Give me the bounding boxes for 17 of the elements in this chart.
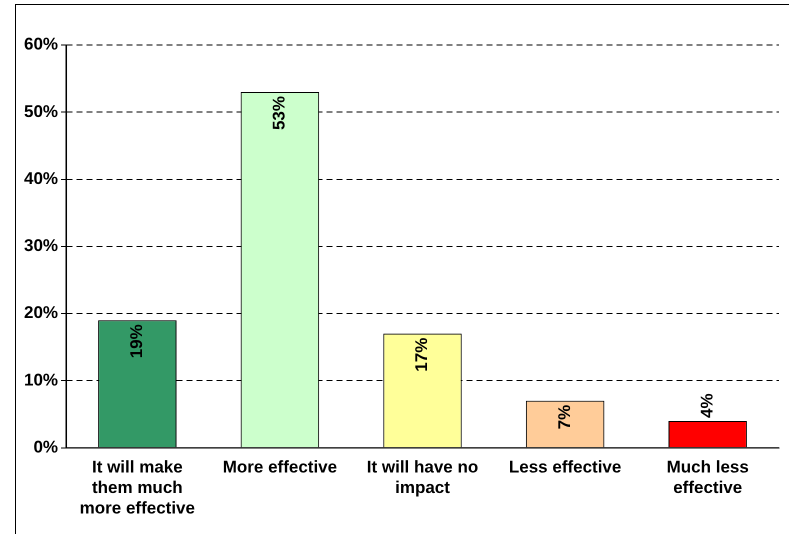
x-tick-label: Much less effective xyxy=(666,458,749,498)
x-tick-label: It will make them much more effective xyxy=(80,458,195,518)
y-tick-label: 40% xyxy=(24,168,58,188)
y-tick-label: 50% xyxy=(24,102,58,121)
data-label: 53% xyxy=(270,96,289,130)
y-tick-label: 20% xyxy=(24,303,58,322)
y-tick-label: 10% xyxy=(24,370,58,390)
data-label: 7% xyxy=(554,404,574,430)
data-label: 17% xyxy=(412,338,432,372)
x-tick-label: Less effective xyxy=(508,458,622,477)
y-tick-label: 60% xyxy=(24,34,58,54)
x-tick-label: It will have no impact xyxy=(366,458,478,498)
data-label: 19% xyxy=(127,324,146,358)
data-label: 4% xyxy=(697,393,716,418)
y-tick-label: 0% xyxy=(33,437,58,456)
y-tick-label: 30% xyxy=(24,236,58,256)
x-tick-label: More effective xyxy=(222,458,338,477)
